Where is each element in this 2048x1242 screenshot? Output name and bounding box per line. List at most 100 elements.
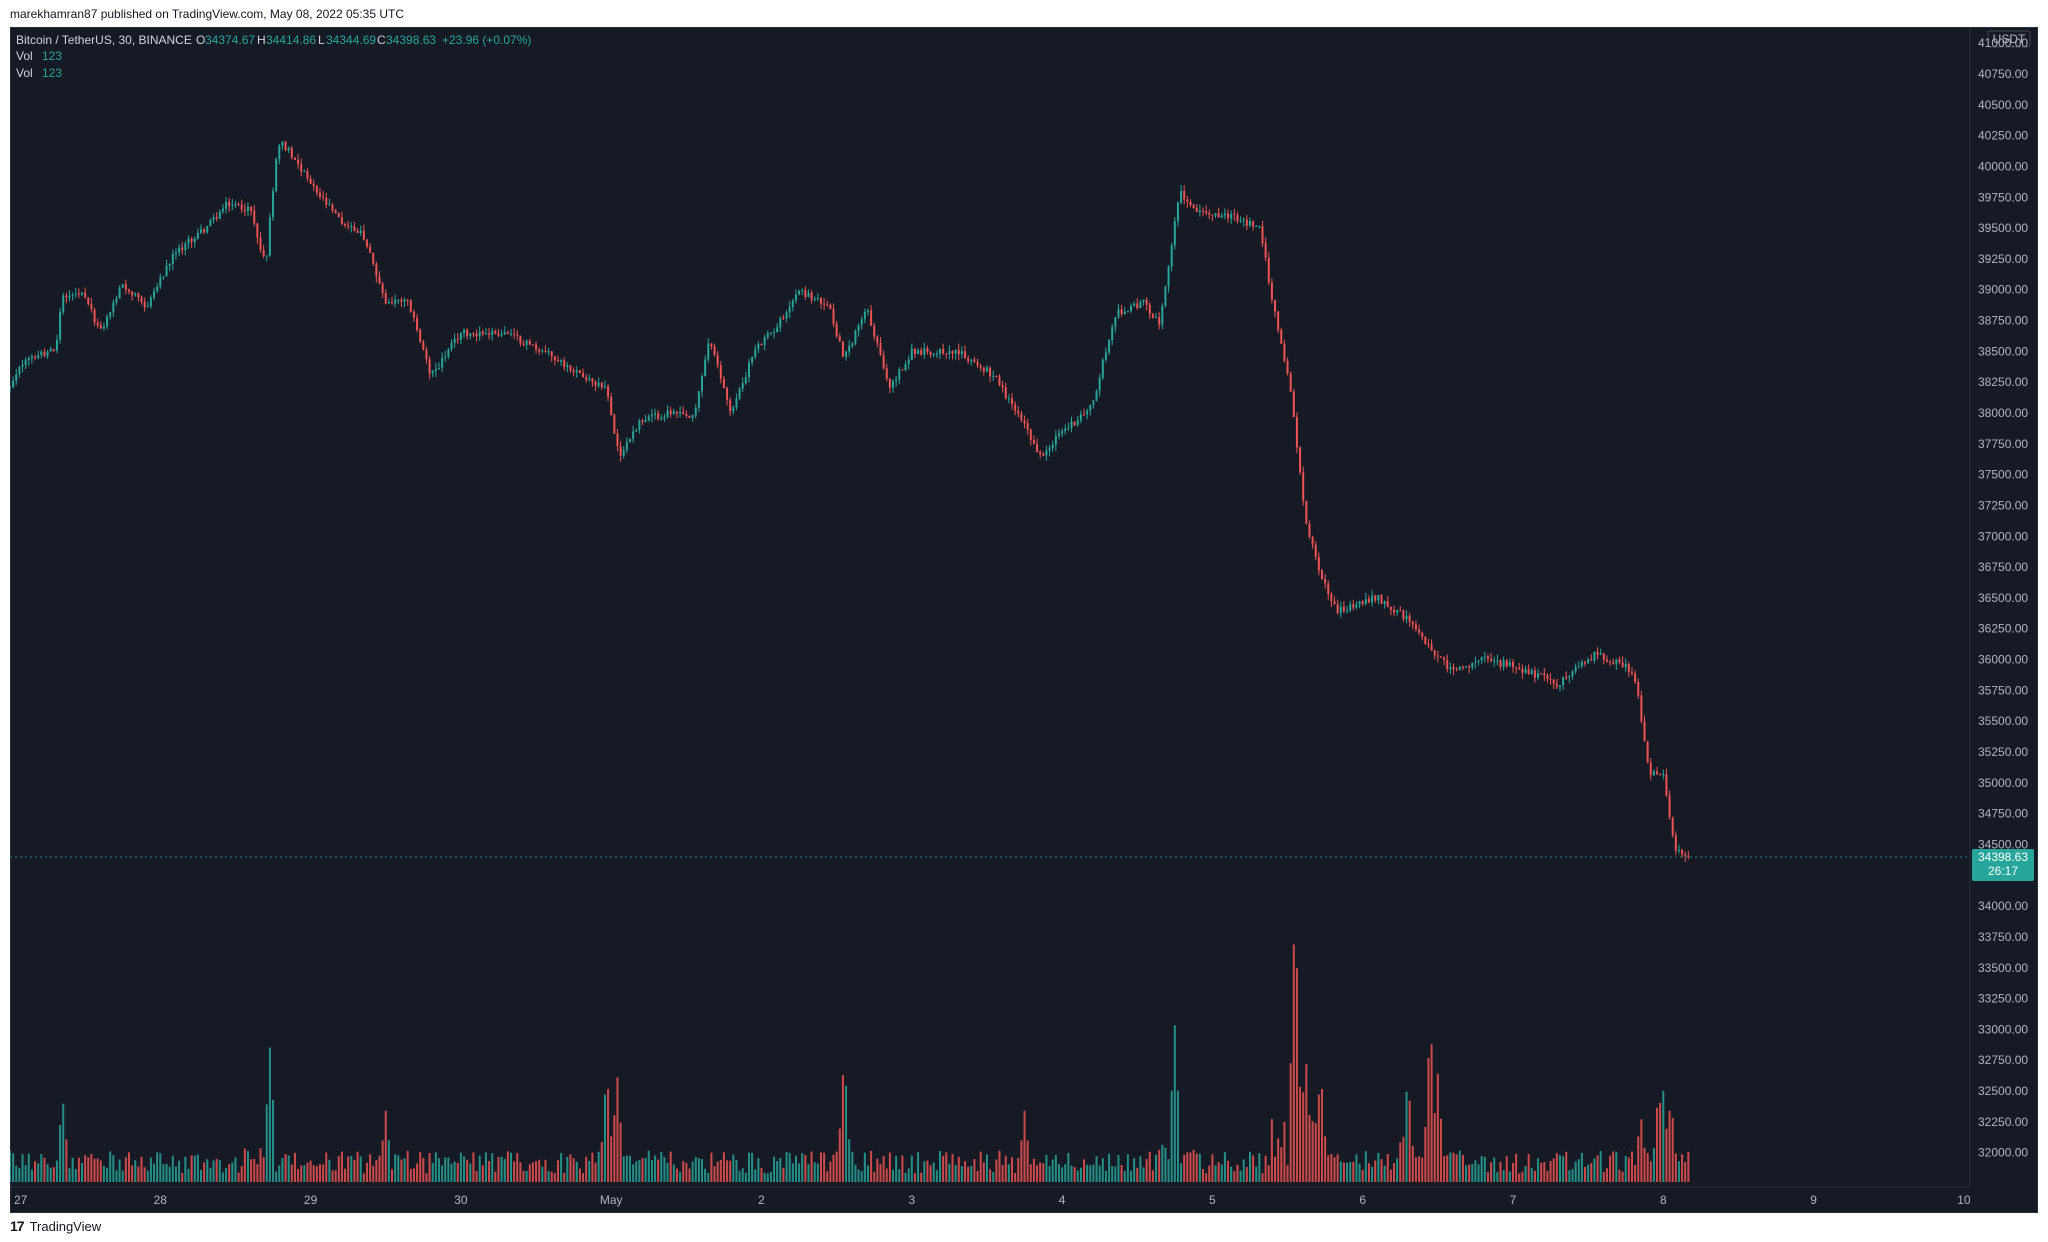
candle-body [1562,676,1565,686]
volume-bar [275,1171,278,1182]
candle-body [428,359,431,374]
candle-body [1170,245,1173,267]
volume-bar [162,1164,165,1182]
candle-body [979,365,982,368]
countdown-value: 26:17 [1988,864,2018,878]
candle-body [1233,213,1236,215]
candle-body [657,413,660,420]
volume-bar [1555,1153,1558,1182]
volume-bar [860,1171,863,1182]
price-axis[interactable]: USDT 41000.00 40750.00 40500.00 40250.00 400… [1969,27,2031,1187]
candle-body [807,292,810,297]
volume-bar [1383,1165,1386,1182]
candle-body [268,217,271,256]
volume-bar [68,1168,71,1182]
candle-body [431,370,434,374]
volume-bar [669,1151,672,1182]
volume-bar [1380,1159,1383,1182]
candle-body [265,255,268,257]
candle-body [1048,448,1051,451]
volume-bar [1073,1166,1076,1182]
time-tick-label: 3 [908,1193,915,1207]
time-tick-label: 9 [1810,1193,1817,1207]
candle-body [1439,656,1442,658]
candle-body [275,159,278,192]
volume-bar [221,1172,224,1182]
volume-bar [1652,1148,1655,1182]
candle-body [234,204,237,206]
candle-body [550,351,553,357]
volume-bar [913,1173,916,1182]
candle-body [1552,679,1555,684]
volume-bar [1402,1136,1405,1182]
volume-bar [27,1153,30,1182]
volume-bar [610,1136,613,1182]
candlestick-chart[interactable]: Bitcoin / TetherUS, 30, BINANCE O 34374.… [10,27,2038,1213]
volume-bar [469,1163,472,1182]
candle-body [1605,659,1608,662]
candle-body [1565,676,1568,678]
volume-bar [625,1155,628,1182]
volume-bar [603,1094,606,1182]
candle-body [785,312,788,319]
candle-body [985,367,988,372]
volume-bar [1227,1160,1230,1182]
candle-body [1443,657,1446,660]
candle-body [1176,202,1179,222]
candle-body [127,289,130,292]
volume-bar [1615,1151,1618,1182]
price-tick-label: 34500.00 [1978,837,2028,851]
volume-bar [37,1163,40,1182]
volume-bar [578,1168,581,1182]
volume-bar [572,1158,575,1182]
candle-body [744,377,747,384]
volume-bar [989,1169,992,1182]
volume-bar [1458,1150,1461,1182]
price-tick-label: 32750.00 [1978,1053,2028,1067]
volume-bar [1001,1165,1004,1182]
candle-body [769,332,772,334]
volume-bar [102,1166,105,1182]
volume-bar [378,1155,381,1182]
candle-body [24,360,27,365]
volume-bar [519,1162,522,1182]
candle-body [1533,670,1536,678]
volume-bar [1502,1170,1505,1182]
candle-body [1217,213,1220,218]
price-tick-label: 33000.00 [1978,1022,2028,1036]
candle-body [469,333,472,337]
candle-body [193,238,196,243]
volume-bar [785,1152,788,1182]
candle-body [156,286,159,292]
candle-body [1674,835,1677,851]
volume-bar [525,1170,528,1182]
candle-body [722,378,725,388]
candle-body [290,147,293,158]
volume-bar [1389,1169,1392,1182]
close-value: 34398.63 [386,33,436,47]
volume-bar [1176,1090,1179,1182]
volume-bar [178,1160,181,1182]
candle-body [1327,583,1330,595]
volume-bar [804,1155,807,1182]
volume-bar [497,1157,500,1182]
volume-bar [1533,1170,1536,1182]
volume-bar [522,1170,525,1182]
volume-bar [334,1170,337,1182]
volume-bar [556,1160,559,1182]
candle-body [15,373,18,381]
candle-body [322,196,325,198]
volume-bar [904,1172,907,1182]
candle-body [153,291,156,298]
volume-bar [1092,1164,1095,1182]
volume-bar [1126,1154,1129,1182]
volume-bar [300,1165,303,1182]
volume-bar [1665,1128,1668,1182]
high-value: 34414.86 [266,33,316,47]
volume-bar [666,1162,669,1182]
candle-body [243,209,246,211]
candle-body [519,335,522,344]
candle-body [1646,741,1649,763]
volume-bar [93,1158,96,1182]
time-axis[interactable]: 27 28 29 30 May 2 3 4 5 6 7 8 9 10 [10,1186,1971,1207]
